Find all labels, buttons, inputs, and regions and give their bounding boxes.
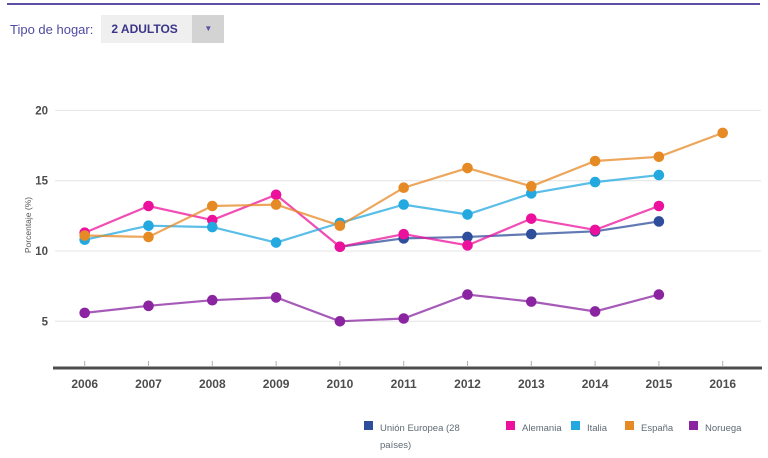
data-point-italia-2014[interactable] xyxy=(589,176,601,188)
legend-label: España xyxy=(641,423,674,434)
series-line-italia xyxy=(84,173,660,244)
data-point-noruega-2012[interactable] xyxy=(462,289,473,300)
data-point-italia-2015[interactable] xyxy=(653,169,665,181)
dropdown-arrow-button[interactable]: ▼ xyxy=(192,15,225,43)
x-tick-label-2013: 2013 xyxy=(518,377,545,391)
data-point-noruega-2014[interactable] xyxy=(589,306,601,317)
data-point-espa-a-2008[interactable] xyxy=(207,200,218,212)
data-point-noruega-2006[interactable] xyxy=(79,307,90,319)
x-tick-label-2014: 2014 xyxy=(582,377,609,391)
y-tick-label-15: 15 xyxy=(35,176,48,188)
data-point-noruega-2009[interactable] xyxy=(270,292,282,303)
x-tick-label-2015: 2015 xyxy=(646,377,673,391)
x-tick-label-2010: 2010 xyxy=(327,377,354,391)
data-point-espa-a-2007[interactable] xyxy=(143,231,154,243)
series-line-uni-n-europea-pa-ses- xyxy=(339,220,660,248)
data-point-alemania-2009[interactable] xyxy=(270,189,282,201)
data-point-espa-a-2011[interactable] xyxy=(398,182,410,194)
chevron-down-icon: ▼ xyxy=(204,24,213,33)
x-tick-label-2016: 2016 xyxy=(709,377,736,391)
legend-swatch-icon xyxy=(571,421,580,430)
filter-label: Tipo de hogar: xyxy=(10,21,94,37)
data-point-italia-2008[interactable] xyxy=(207,221,218,233)
data-point-alemania-2014[interactable] xyxy=(589,224,601,236)
data-point-alemania-2007[interactable] xyxy=(143,200,154,212)
data-point-espa-a-2015[interactable] xyxy=(653,151,665,163)
legend-item-italia[interactable]: Italia xyxy=(571,420,607,437)
x-tick-label-2008: 2008 xyxy=(199,377,226,391)
data-point-noruega-2011[interactable] xyxy=(398,313,410,324)
data-point-uni-n-europea-pa-ses--2015[interactable] xyxy=(653,216,665,227)
y-tick-label-5: 5 xyxy=(42,316,49,328)
legend-label: Unión Europea (28 países) xyxy=(380,423,460,451)
data-point-espa-a-2014[interactable] xyxy=(589,155,601,167)
chart-legend: Unión Europea (28 países) Alemania Italia E… xyxy=(0,420,768,458)
data-point-italia-2011[interactable] xyxy=(398,199,410,210)
data-point-alemania-2015[interactable] xyxy=(653,200,665,212)
data-point-alemania-2013[interactable] xyxy=(526,213,537,224)
legend-item-espa-a[interactable]: España xyxy=(625,420,673,437)
y-tick-label-10: 10 xyxy=(35,246,48,258)
x-tick-label-2009: 2009 xyxy=(263,377,290,391)
legend-swatch-icon xyxy=(689,421,698,430)
data-point-italia-2007[interactable] xyxy=(143,220,154,231)
data-point-uni-n-europea-pa-ses--2012[interactable] xyxy=(462,231,473,243)
data-point-uni-n-europea-pa-ses--2013[interactable] xyxy=(526,228,537,240)
x-tick-label-2012: 2012 xyxy=(454,377,481,391)
data-point-espa-a-2010[interactable] xyxy=(334,220,346,231)
legend-item-noruega[interactable]: Noruega xyxy=(689,420,741,437)
x-tick-label-2011: 2011 xyxy=(391,377,417,391)
x-tick-label-2006: 2006 xyxy=(71,377,98,391)
legend-label: Noruega xyxy=(705,423,742,434)
legend-swatch-icon xyxy=(625,421,634,430)
data-point-espa-a-2009[interactable] xyxy=(270,199,282,210)
legend-item-uni-n-europea-pa-ses-[interactable]: Unión Europea (28 países) xyxy=(364,420,492,454)
data-point-italia-2012[interactable] xyxy=(462,209,473,220)
household-type-dropdown[interactable]: 2 ADULTOS ▼ xyxy=(101,15,225,43)
legend-label: Alemania xyxy=(522,423,562,434)
data-point-alemania-2010[interactable] xyxy=(334,241,346,253)
dropdown-selected-value: 2 ADULTOS xyxy=(111,22,178,36)
legend-label: Italia xyxy=(587,423,608,434)
data-point-alemania-2012[interactable] xyxy=(462,240,473,251)
data-point-noruega-2007[interactable] xyxy=(143,300,154,312)
series-line-noruega xyxy=(84,293,660,323)
legend-swatch-icon xyxy=(364,421,373,430)
data-point-espa-a-2013[interactable] xyxy=(526,181,537,192)
top-divider xyxy=(7,3,760,5)
data-point-espa-a-2006[interactable] xyxy=(79,230,90,241)
x-tick-label-2007: 2007 xyxy=(135,377,162,391)
data-point-noruega-2013[interactable] xyxy=(526,296,537,307)
legend-item-alemania[interactable]: Alemania xyxy=(506,420,562,437)
data-point-espa-a-2012[interactable] xyxy=(462,162,473,174)
y-tick-label-20: 20 xyxy=(35,105,48,117)
data-point-noruega-2010[interactable] xyxy=(334,316,346,327)
legend-swatch-icon xyxy=(506,421,515,430)
data-point-alemania-2011[interactable] xyxy=(398,228,410,240)
data-point-noruega-2008[interactable] xyxy=(207,294,218,306)
line-chart: 5 10 15 20 Porcentaje (%) 2006 2007 2008 2009 201… xyxy=(23,105,762,391)
y-axis-title: Porcentaje (%) xyxy=(23,197,33,253)
data-point-espa-a-2016[interactable] xyxy=(717,127,728,139)
data-point-italia-2009[interactable] xyxy=(270,237,282,248)
series-line-alemania xyxy=(84,193,660,248)
household-type-filter: Tipo de hogar: 2 ADULTOS ▼ xyxy=(10,15,225,43)
data-point-noruega-2015[interactable] xyxy=(653,289,665,300)
